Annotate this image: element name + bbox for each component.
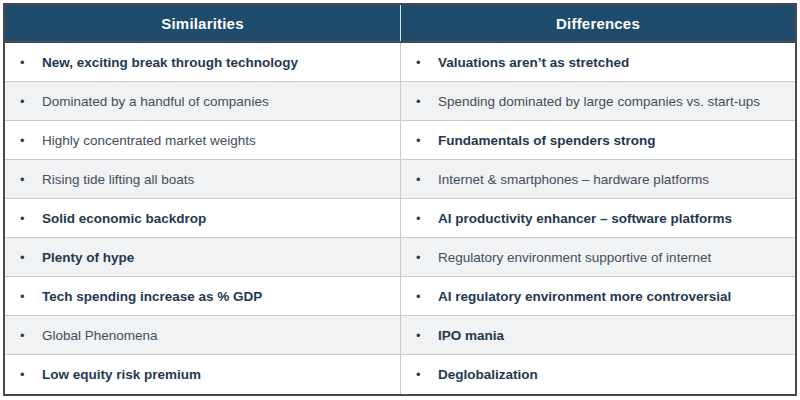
table-cell-text: Internet & smartphones – hardware platfo… xyxy=(438,171,773,188)
table-cell-text: Fundamentals of spenders strong xyxy=(438,132,773,149)
bullet-icon: • xyxy=(20,366,42,383)
table-row: •Global Phenomena•IPO mania xyxy=(5,316,795,355)
bullet-icon: • xyxy=(416,132,438,149)
bullet-icon: • xyxy=(416,288,438,305)
bullet-icon: • xyxy=(416,249,438,266)
table-row: •Plenty of hype•Regulatory environment s… xyxy=(5,238,795,277)
table-row: •Highly concentrated market weights•Fund… xyxy=(5,121,795,160)
table-header-row: Similarities Differences xyxy=(5,5,795,43)
table-cell: •Global Phenomena xyxy=(5,316,400,354)
table-row: •Rising tide lifting all boats•Internet … xyxy=(5,160,795,199)
table-cell: •Spending dominated by large companies v… xyxy=(400,82,795,120)
column-header-similarities: Similarities xyxy=(5,5,400,41)
table-cell: •Low equity risk premium xyxy=(5,355,400,394)
bullet-icon: • xyxy=(20,249,42,266)
table-cell: •Solid economic backdrop xyxy=(5,199,400,237)
table-cell-text: AI productivity enhancer – software plat… xyxy=(438,210,773,227)
bullet-icon: • xyxy=(416,54,438,71)
bullet-icon: • xyxy=(20,171,42,188)
bullet-icon: • xyxy=(416,327,438,344)
comparison-table-page: Similarities Differences •New, exciting … xyxy=(0,0,800,400)
table-cell-text: Spending dominated by large companies vs… xyxy=(438,93,773,110)
table-row: •Tech spending increase as % GDP•AI regu… xyxy=(5,277,795,316)
table-cell-text: Rising tide lifting all boats xyxy=(42,171,378,188)
table-row: •Low equity risk premium•Deglobalization xyxy=(5,355,795,394)
table-cell-text: Regulatory environment supportive of int… xyxy=(438,249,773,266)
table-row: •Dominated by a handful of companies•Spe… xyxy=(5,82,795,121)
bullet-icon: • xyxy=(20,132,42,149)
bullet-icon: • xyxy=(416,210,438,227)
table-cell: •Deglobalization xyxy=(400,355,795,394)
table-cell: •Dominated by a handful of companies xyxy=(5,82,400,120)
table-row: •New, exciting break through technology•… xyxy=(5,43,795,82)
table-cell: •Internet & smartphones – hardware platf… xyxy=(400,160,795,198)
bullet-icon: • xyxy=(416,171,438,188)
table-cell-text: Valuations aren’t as stretched xyxy=(438,54,773,71)
table-cell-text: New, exciting break through technology xyxy=(42,54,378,71)
table-cell-text: AI regulatory environment more controver… xyxy=(438,288,773,305)
table-cell-text: Highly concentrated market weights xyxy=(42,132,378,149)
table-cell-text: Solid economic backdrop xyxy=(42,210,378,227)
table-cell: •Fundamentals of spenders strong xyxy=(400,121,795,159)
table-cell-text: Tech spending increase as % GDP xyxy=(42,288,378,305)
bullet-icon: • xyxy=(20,288,42,305)
table-cell-text: IPO mania xyxy=(438,327,773,344)
table-cell: •Highly concentrated market weights xyxy=(5,121,400,159)
table-cell: •Regulatory environment supportive of in… xyxy=(400,238,795,276)
table-cell-text: Deglobalization xyxy=(438,366,773,383)
table-cell: •Rising tide lifting all boats xyxy=(5,160,400,198)
bullet-icon: • xyxy=(20,54,42,71)
table-cell: •Tech spending increase as % GDP xyxy=(5,277,400,315)
table-cell: •New, exciting break through technology xyxy=(5,43,400,81)
table-row: •Solid economic backdrop•AI productivity… xyxy=(5,199,795,238)
table-cell: •AI productivity enhancer – software pla… xyxy=(400,199,795,237)
table-cell: •AI regulatory environment more controve… xyxy=(400,277,795,315)
table-cell-text: Plenty of hype xyxy=(42,249,378,266)
table-cell-text: Dominated by a handful of companies xyxy=(42,93,378,110)
bullet-icon: • xyxy=(20,93,42,110)
comparison-table: Similarities Differences •New, exciting … xyxy=(3,3,797,396)
bullet-icon: • xyxy=(416,366,438,383)
bullet-icon: • xyxy=(20,210,42,227)
column-header-differences: Differences xyxy=(400,5,795,41)
table-body: •New, exciting break through technology•… xyxy=(5,43,795,394)
table-cell: •IPO mania xyxy=(400,316,795,354)
bullet-icon: • xyxy=(20,327,42,344)
bullet-icon: • xyxy=(416,93,438,110)
table-cell-text: Low equity risk premium xyxy=(42,366,378,383)
table-cell-text: Global Phenomena xyxy=(42,327,378,344)
table-cell: •Valuations aren’t as stretched xyxy=(400,43,795,81)
table-cell: •Plenty of hype xyxy=(5,238,400,276)
